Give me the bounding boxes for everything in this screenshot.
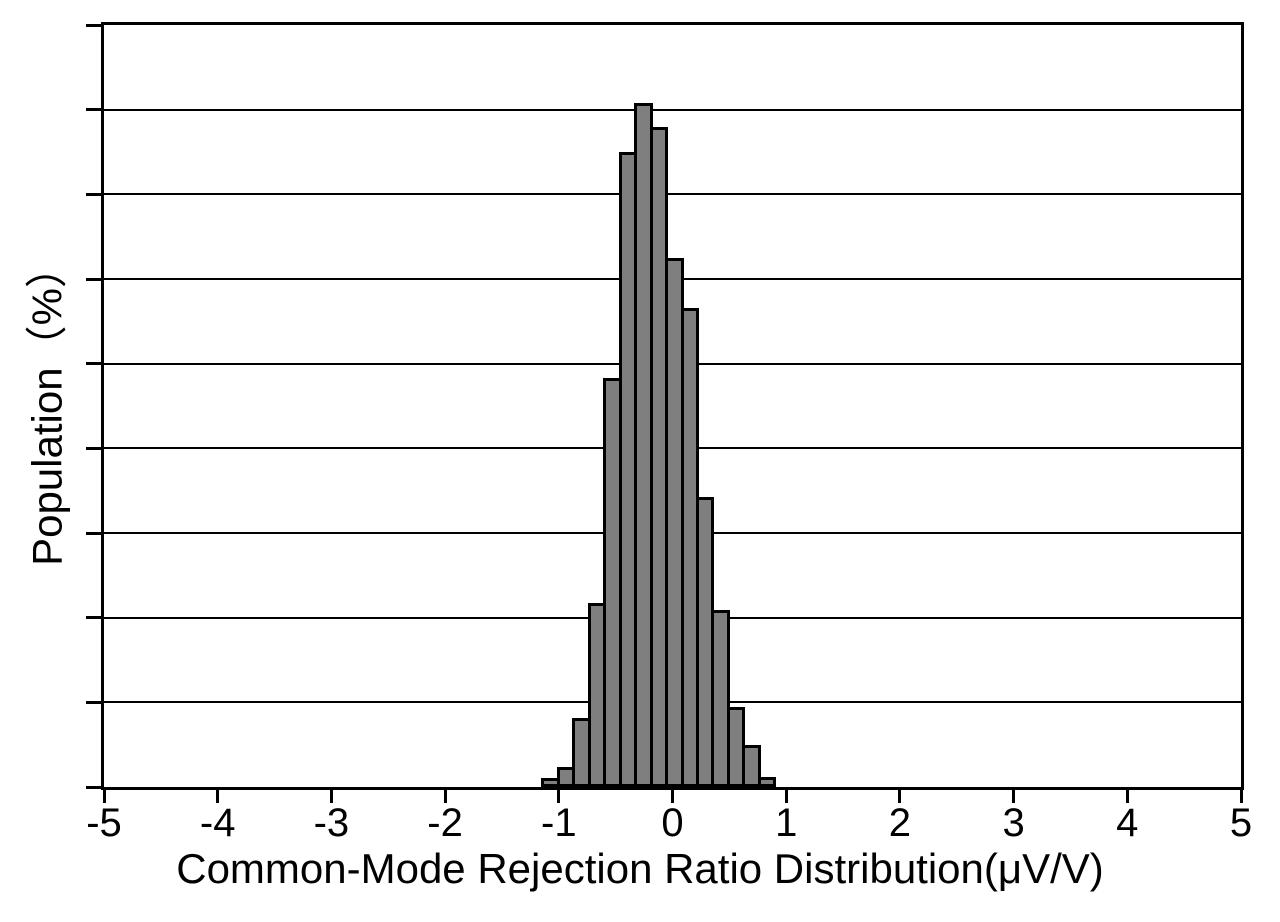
y-axis-tick <box>86 785 101 789</box>
x-tick-label: 2 <box>888 801 912 845</box>
plot-frame-right <box>1241 22 1244 790</box>
y-axis-tick <box>86 531 101 535</box>
x-axis-tick <box>1239 790 1243 803</box>
y-axis-tick <box>86 700 101 704</box>
x-axis-tick <box>898 790 902 803</box>
x-tick-label: 3 <box>1002 801 1025 845</box>
grid-line <box>104 193 1241 196</box>
y-axis-tick <box>86 108 101 112</box>
y-axis-tick <box>86 23 101 27</box>
y-axis-tick <box>86 277 101 281</box>
plot-area: -5 -4 -3 -2 -1 0 1 2 3 4 5 <box>86 22 1252 845</box>
x-axis-tick <box>1125 790 1129 803</box>
x-tick-label: 5 <box>1229 801 1253 845</box>
x-tick-label: 0 <box>661 801 684 845</box>
y-axis-line <box>101 22 104 790</box>
x-axis-tick <box>557 790 561 803</box>
histogram-bar <box>711 610 730 787</box>
y-axis-tick <box>86 192 101 196</box>
x-tick-label: 4 <box>1116 801 1139 845</box>
histogram-bar <box>757 776 777 787</box>
y-axis-tick <box>86 616 101 620</box>
x-axis-line <box>101 787 1244 790</box>
x-tick-label: -4 <box>199 801 236 845</box>
x-axis-title: Common-Mode Rejection Ratio Distribution… <box>176 845 1104 892</box>
x-tick-label: -3 <box>313 801 350 845</box>
x-axis-tick <box>1012 790 1016 803</box>
x-axis-tick <box>784 790 788 803</box>
x-tick-label: -2 <box>427 801 463 845</box>
x-axis-tick <box>216 790 220 803</box>
x-tick-label: -5 <box>86 801 122 845</box>
x-axis-tick <box>671 790 674 803</box>
x-axis-tick <box>329 790 333 803</box>
y-axis-title: Population（%） <box>23 246 71 566</box>
y-axis-tick <box>86 446 101 450</box>
grid-line <box>104 108 1241 111</box>
histogram-bar <box>742 744 761 787</box>
x-tick-label: 1 <box>775 801 798 845</box>
x-tick-label: -1 <box>541 801 577 845</box>
y-axis-tick <box>86 362 101 366</box>
plot-frame-top <box>101 22 1244 25</box>
x-axis-tick <box>443 790 447 803</box>
x-axis-tick <box>102 790 106 803</box>
